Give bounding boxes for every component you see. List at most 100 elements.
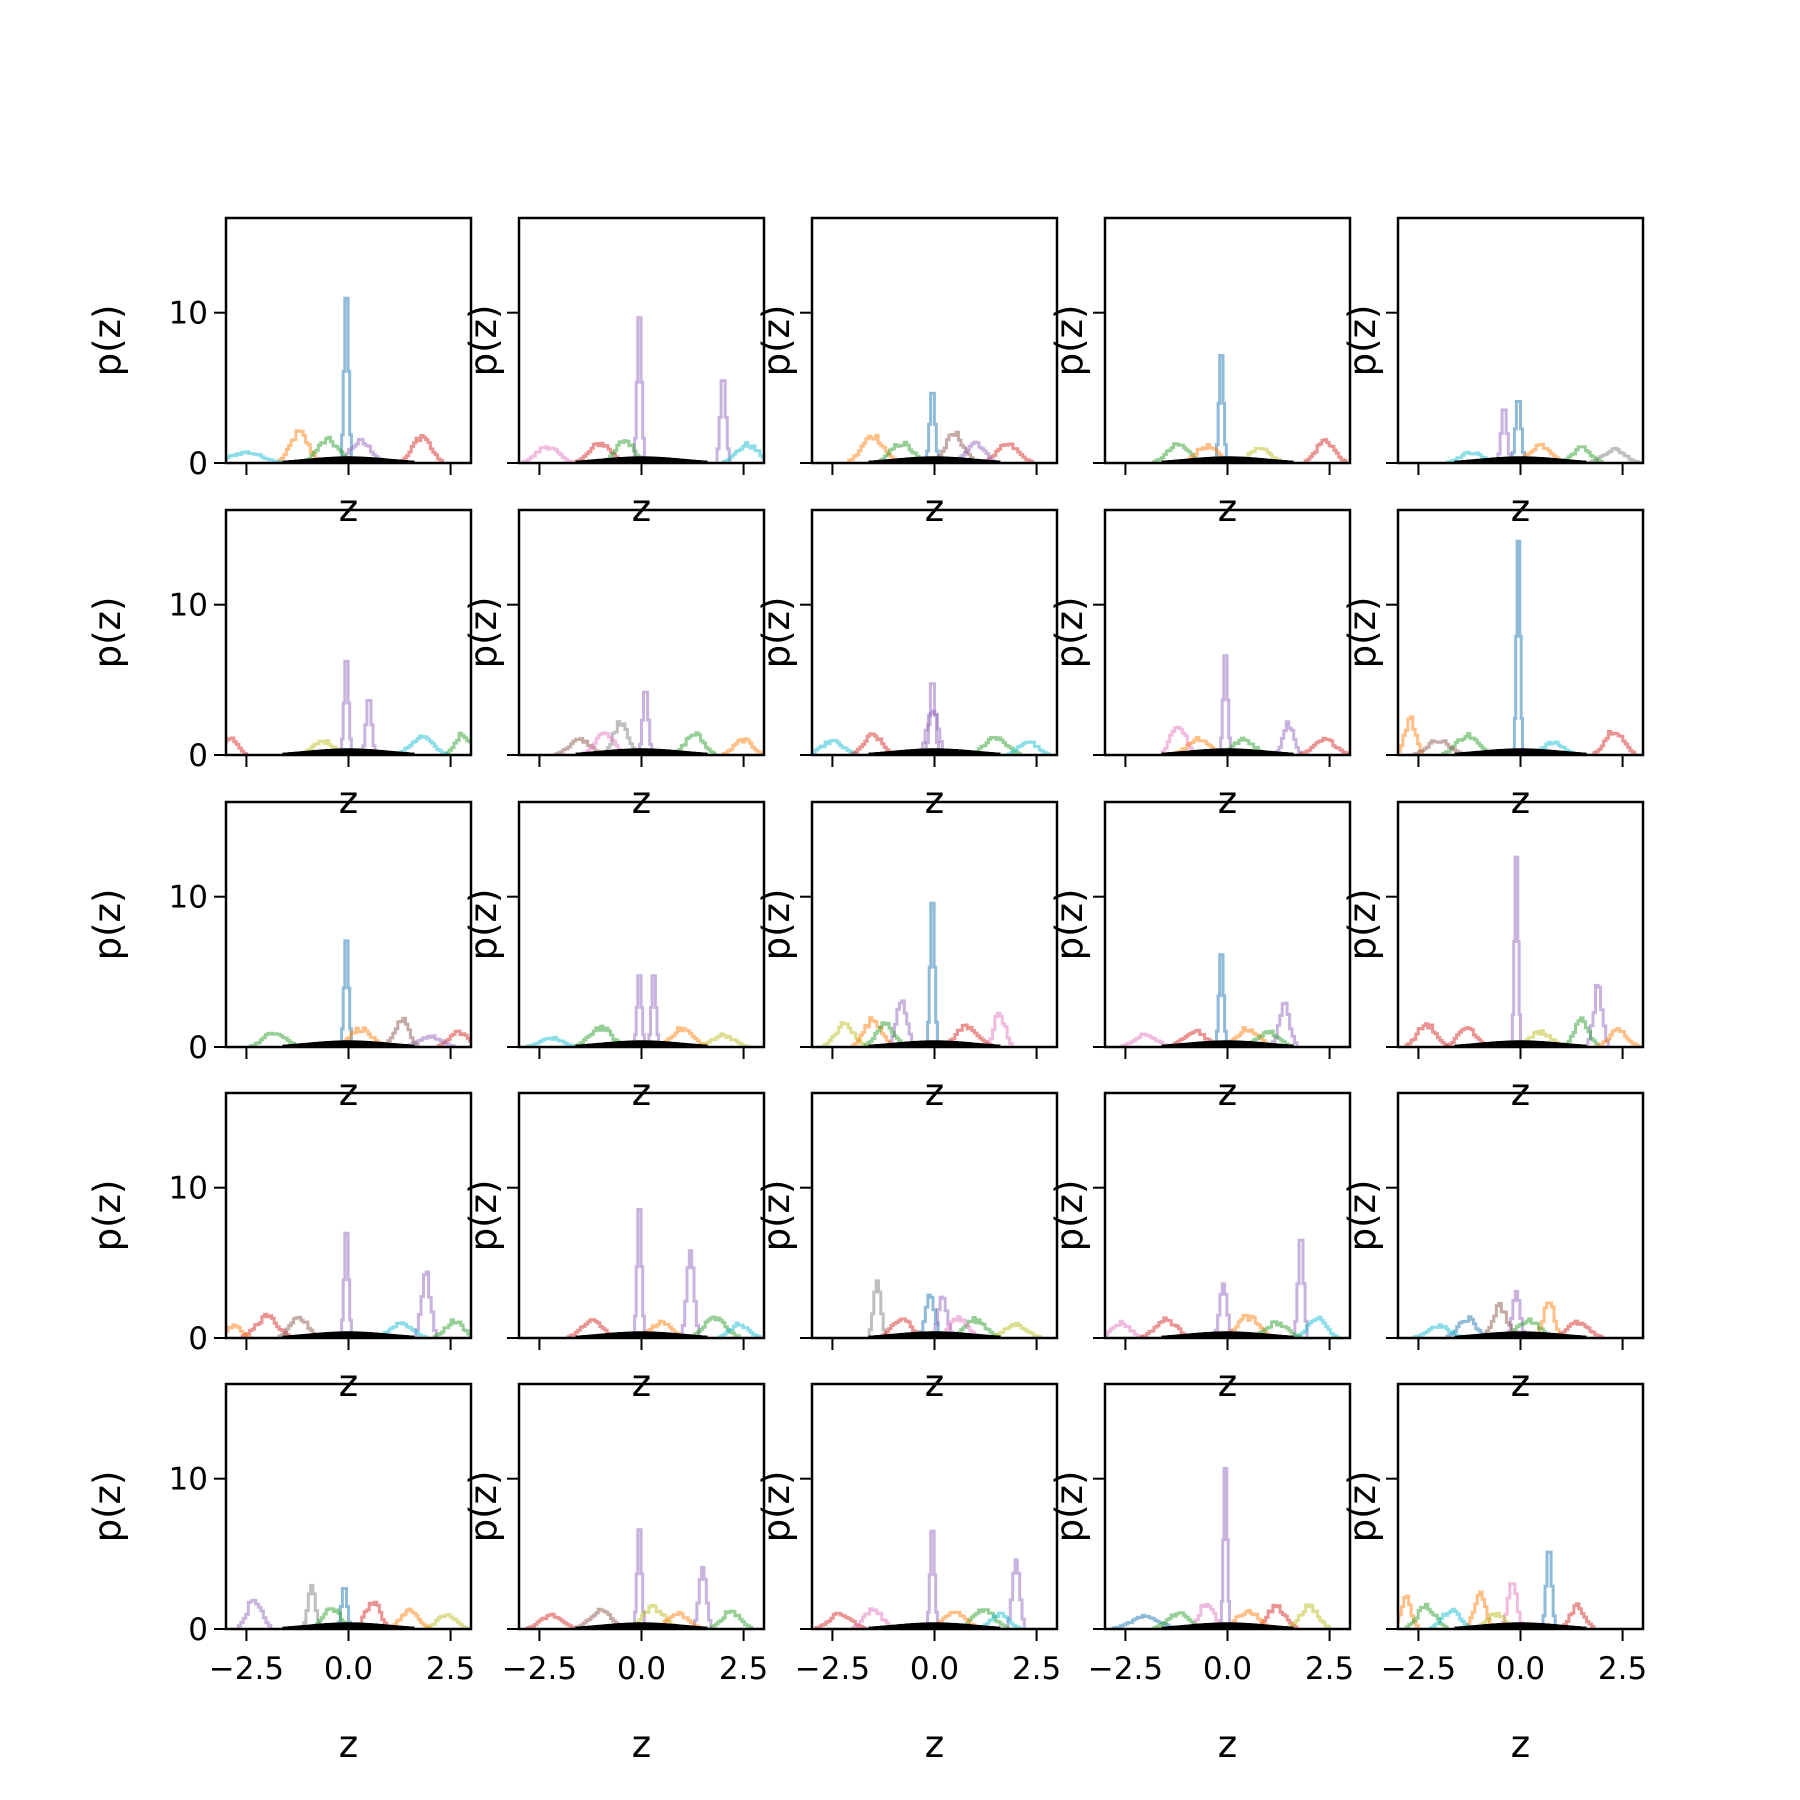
sample-histogram [1596, 1027, 1641, 1047]
y-axis-label: p(z) [755, 889, 798, 961]
sample-histogram [1303, 438, 1348, 463]
axes-frame [1396, 1382, 1645, 1631]
x-axis-label: z [1511, 487, 1530, 530]
y-axis-label: p(z) [1048, 1180, 1091, 1252]
sample-histogram [1404, 1602, 1449, 1629]
sample-histogram [414, 1270, 438, 1338]
y-axis-label: p(z) [462, 1471, 505, 1543]
sample-histogram [355, 1600, 391, 1629]
subplot-2-3: zp(z) [1048, 800, 1352, 1114]
prior-density [1161, 456, 1294, 463]
y-tick-label: 0 [188, 738, 208, 774]
plot-area [1398, 539, 1637, 755]
x-tick-label: 0.0 [324, 1651, 373, 1687]
y-axis-label: p(z) [1048, 597, 1091, 669]
sample-histogram [445, 731, 471, 755]
sample-histogram [924, 682, 941, 755]
prior-density [282, 748, 415, 755]
sample-histogram [1541, 1550, 1557, 1629]
prior-density [575, 1040, 708, 1047]
x-axis-label: z [632, 1723, 651, 1766]
sample-histogram [424, 1613, 469, 1629]
sample-histogram [249, 1031, 301, 1047]
plot-area [521, 316, 764, 463]
prior-density [1161, 1622, 1294, 1629]
sample-histogram [680, 1249, 701, 1338]
sample-histogram [1445, 1026, 1490, 1047]
sample-histogram [226, 736, 248, 755]
plot-area [1404, 855, 1641, 1047]
sample-histogram [697, 1032, 750, 1047]
sample-histogram [436, 1029, 471, 1047]
plot-area [525, 974, 750, 1047]
y-axis-label: p(z) [1341, 889, 1384, 961]
axes-frame [1103, 216, 1352, 465]
subplot-3-2: zp(z) [755, 1091, 1059, 1405]
sample-histogram [236, 1598, 273, 1629]
prior-density [868, 1331, 1001, 1338]
axes-frame [810, 216, 1059, 465]
subplot-0-2: z p(z) [755, 216, 1059, 530]
sample-histogram [1299, 736, 1350, 755]
sample-histogram [240, 1312, 293, 1338]
sample-histogram [721, 737, 764, 755]
sample-histogram [633, 974, 646, 1047]
sample-histogram [1111, 1613, 1180, 1629]
sample-histogram [1412, 1323, 1465, 1338]
sample-histogram [851, 1607, 896, 1629]
sample-histogram [969, 736, 1022, 755]
sample-histogram [525, 1612, 578, 1629]
sample-histogram [717, 1321, 762, 1338]
x-tick-label: 2.5 [719, 1651, 768, 1687]
subplot-2-4: zp(z) [1341, 800, 1645, 1114]
sample-histogram [633, 1208, 646, 1338]
prior-density [1454, 1040, 1587, 1047]
sample-histogram [812, 738, 859, 755]
sample-histogram [1275, 720, 1303, 755]
y-tick-label: 10 [169, 1462, 208, 1498]
y-tick-label: 10 [169, 588, 208, 624]
sample-histogram [689, 1315, 741, 1338]
y-axis-label: p(z) [86, 889, 129, 961]
x-axis-label: z [1511, 1723, 1530, 1766]
sample-histogram [1215, 953, 1228, 1047]
prior-density [1161, 1331, 1294, 1338]
subplot-0-3: z p(z) [1048, 216, 1352, 530]
x-axis-label: z [1218, 487, 1237, 530]
axes-frame [1103, 800, 1352, 1049]
x-axis-label: z [632, 779, 651, 822]
plot-area [1152, 354, 1348, 463]
sample-histogram [1398, 715, 1424, 755]
sample-histogram [953, 440, 998, 463]
subplot-3-4: zp(z) [1341, 1091, 1645, 1405]
sample-histogram [867, 1279, 887, 1338]
sample-histogram [851, 1016, 896, 1047]
sample-histogram [875, 440, 928, 463]
prior-density [868, 1040, 1001, 1047]
subplot-0-4: z p(z) [1341, 216, 1645, 530]
x-tick-label: 0.0 [617, 1651, 666, 1687]
prior-density [868, 748, 1001, 755]
x-axis-label: z [1218, 1723, 1237, 1766]
sample-histogram [226, 450, 285, 463]
sample-histogram [302, 1583, 322, 1629]
sample-histogram [1006, 740, 1051, 755]
x-tick-label: 2.5 [1598, 1651, 1647, 1687]
sample-histogram [1551, 1319, 1604, 1338]
sample-histogram [926, 1529, 939, 1629]
subplot-1-0: 0 10 z p(z) [86, 508, 473, 822]
sample-histogram [340, 296, 353, 463]
sample-histogram [1213, 1282, 1234, 1338]
sample-histogram [340, 659, 353, 755]
x-axis-label: z [339, 487, 358, 530]
subplot-4-3: −2.5 0.0 2.5 z p(z) [1048, 1382, 1354, 1766]
plot-area [554, 690, 764, 755]
prior-density [282, 456, 415, 463]
sample-histogram [715, 379, 731, 463]
x-tick-label: −2.5 [502, 1651, 577, 1687]
sample-histogram [1105, 1319, 1144, 1338]
subplot-1-2: z p(z) [755, 508, 1059, 822]
sample-histogram [1592, 729, 1637, 755]
x-tick-label: −2.5 [209, 1651, 284, 1687]
